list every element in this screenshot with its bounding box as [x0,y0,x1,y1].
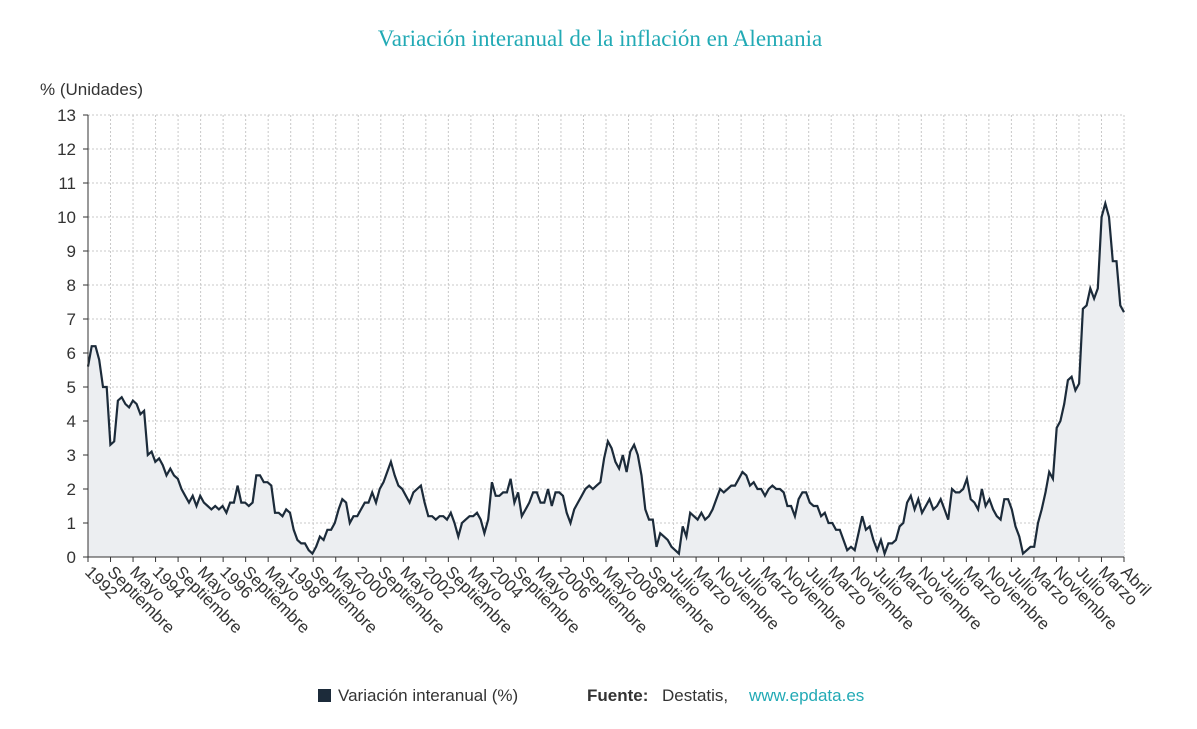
source-link[interactable]: www.epdata.es [748,686,864,705]
y-tick-label: 1 [67,514,76,533]
y-tick-label: 0 [67,548,76,567]
y-tick-label: 13 [57,106,76,125]
source-label: Fuente: [587,686,648,705]
source: Destatis, [662,686,728,705]
y-tick-label: 2 [67,480,76,499]
y-tick-label: 9 [67,242,76,261]
y-tick-label: 8 [67,276,76,295]
y-tick-label: 6 [67,344,76,363]
y-tick-label: 5 [67,378,76,397]
legend: Variación interanual (%) Fuente: Destati… [318,686,864,705]
area [88,203,1124,557]
y-tick-label: 11 [58,174,76,193]
line [86,199,1125,558]
chart-title: Variación interanual de la inflación en … [378,26,822,51]
y-tick-label: 3 [67,446,76,465]
legend-swatch [318,689,331,702]
y-tick-label: 10 [57,208,76,227]
y-tick-label: 12 [57,140,76,159]
y-tick-label: 4 [67,412,76,431]
plot: 1992SeptiembreMayo1994SeptiembreMayo1996… [57,106,1155,637]
legend-label: Variación interanual (%) [338,686,518,705]
y-tick-label: 7 [67,310,76,329]
y-axis-label: % (Unidades) [40,80,143,99]
